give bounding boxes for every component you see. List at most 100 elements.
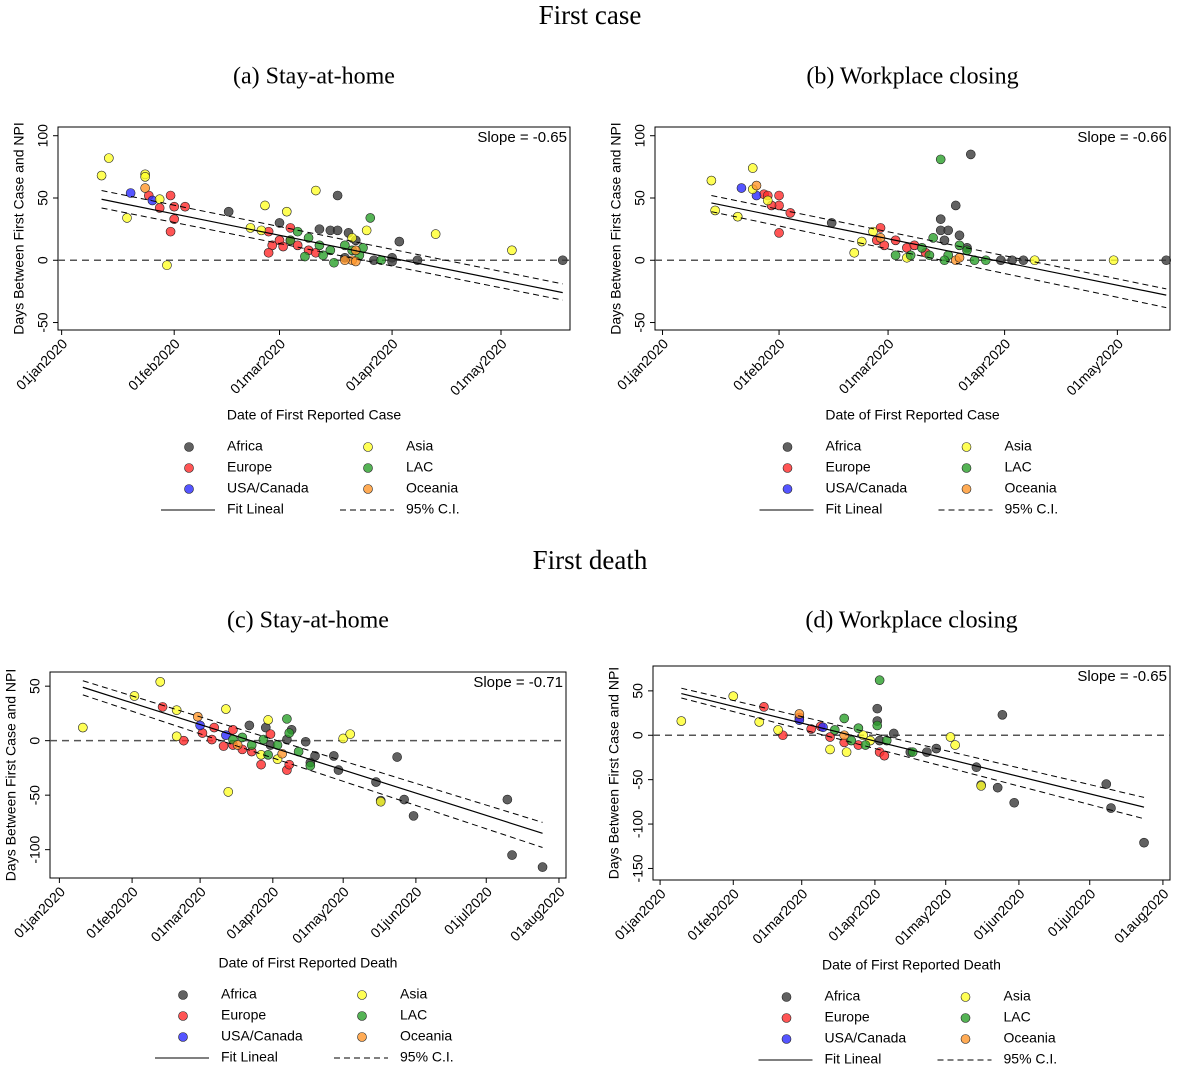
data-point: [774, 190, 784, 201]
data-point: [762, 195, 773, 206]
legend-label: Europe: [826, 459, 871, 475]
data-point: [332, 190, 343, 201]
data-point: [853, 723, 864, 733]
legend-label: 95% C.I.: [1004, 1051, 1058, 1066]
legend-marker: [781, 1013, 792, 1023]
data-point: [365, 213, 376, 223]
data-point: [263, 247, 274, 258]
legend-marker: [184, 484, 194, 494]
data-point: [774, 228, 784, 238]
data-point: [125, 188, 136, 198]
legend-label: Africa: [221, 986, 257, 1002]
legend-label: Africa: [227, 438, 263, 454]
legend-marker: [178, 1011, 188, 1021]
data-point: [155, 677, 166, 687]
slope-annotation: Slope = -0.66: [1077, 129, 1167, 146]
data-point: [954, 230, 965, 241]
data-point: [350, 256, 361, 267]
data-point: [165, 190, 176, 201]
data-point: [278, 241, 288, 252]
data-point: [706, 175, 717, 186]
data-point: [218, 741, 229, 751]
data-point: [430, 229, 441, 239]
y-tick-label: 100: [35, 124, 51, 148]
data-point: [157, 702, 168, 712]
data-point: [394, 236, 405, 247]
x-tick-label: 01jan2020: [614, 335, 672, 393]
data-point: [825, 744, 835, 755]
legend-marker: [782, 484, 793, 494]
y-tick-label: 50: [630, 683, 646, 699]
x-tick-label: 01aug2020: [1111, 885, 1172, 946]
data-point: [340, 255, 350, 266]
data-point: [392, 752, 402, 762]
data-point: [1139, 837, 1149, 848]
panel-title: (b) Workplace closing: [806, 64, 1018, 90]
data-point: [244, 720, 255, 731]
data-point: [258, 734, 269, 745]
x-tick-label: 01may2020: [289, 883, 352, 946]
data-point: [245, 223, 256, 233]
data-point: [996, 255, 1006, 266]
panel-title: (c) Stay-at-home: [227, 608, 389, 634]
data-point: [965, 149, 976, 160]
fit-line: [82, 686, 543, 834]
y-axis-label: Days Between First Case and NPI: [608, 122, 624, 334]
legend-marker: [961, 463, 972, 473]
legend-marker: [960, 992, 971, 1002]
data-point: [954, 252, 965, 263]
x-tick-label: 01jun2020: [367, 883, 425, 941]
data-point: [162, 260, 172, 271]
x-tick-label: 01jul2020: [441, 883, 495, 937]
data-point: [292, 226, 303, 237]
legend-label: LAC: [406, 459, 433, 475]
slope-annotation: Slope = -0.71: [473, 674, 563, 691]
data-point: [736, 183, 747, 193]
plot-frame: [654, 126, 1171, 331]
plot-frame: [57, 126, 571, 331]
data-point: [537, 862, 548, 872]
data-point: [305, 760, 316, 771]
data-point: [1101, 779, 1112, 789]
legend-label: Asia: [1005, 438, 1032, 454]
legend-label: LAC: [400, 1007, 427, 1023]
data-point: [502, 794, 513, 805]
fit-line: [101, 198, 563, 294]
legend-label: 95% C.I.: [406, 501, 460, 517]
data-point: [300, 736, 311, 747]
panel-title: (d) Workplace closing: [805, 608, 1017, 634]
data-point: [981, 255, 991, 266]
data-point: [282, 714, 292, 724]
data-point: [785, 208, 796, 218]
data-point: [178, 735, 189, 746]
x-axis-label: Date of First Reported Death: [822, 957, 1001, 973]
legend-label: USA/Canada: [825, 1030, 907, 1046]
data-point: [928, 233, 938, 243]
plot-frame: [49, 671, 567, 879]
legend-label: Fit Lineal: [221, 1049, 278, 1065]
data-point: [890, 250, 901, 261]
data-point: [872, 703, 883, 714]
legend-label: Europe: [825, 1009, 870, 1025]
x-tick-label: 01mar2020: [835, 335, 897, 397]
data-point: [997, 710, 1008, 720]
data-point: [754, 717, 765, 727]
data-point: [751, 180, 762, 191]
data-point: [1009, 797, 1019, 808]
y-tick-label: -150: [630, 854, 646, 882]
legend-label: Asia: [1004, 988, 1031, 1004]
x-axis-label: Date of First Reported Case: [227, 407, 402, 423]
data-point: [507, 245, 517, 256]
legend-marker: [357, 990, 367, 1000]
data-point: [950, 740, 960, 750]
legend-marker: [782, 442, 793, 452]
legend-marker: [781, 1034, 792, 1044]
data-point: [935, 214, 946, 224]
data-point: [841, 747, 852, 757]
data-point: [976, 781, 986, 791]
legend-label: Europe: [227, 459, 272, 475]
x-tick-label: 01feb2020: [684, 885, 742, 943]
data-point: [992, 782, 1003, 793]
x-tick-label: 01apr2020: [223, 883, 282, 942]
data-point: [311, 185, 321, 196]
